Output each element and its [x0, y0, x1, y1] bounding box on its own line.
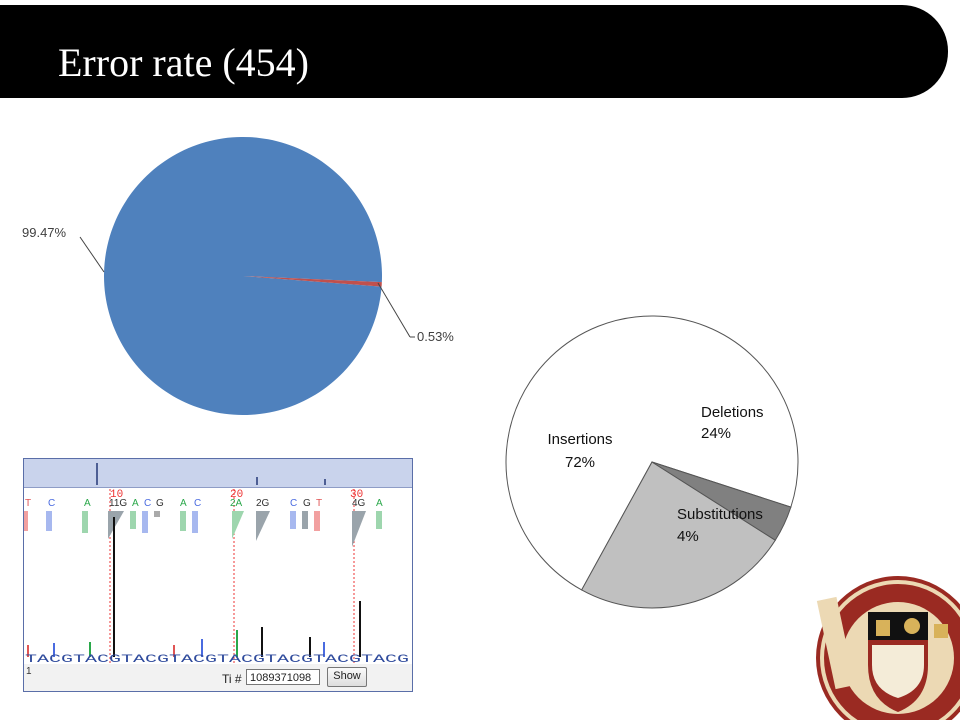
- pie-slice-correct: [104, 136, 383, 415]
- base-call: C: [194, 498, 201, 509]
- base-call: 4G: [352, 498, 366, 509]
- slice-value-substitutions: 4%: [677, 528, 699, 545]
- pie-chart-error-rate: [104, 136, 383, 415]
- slice-label-correct: 99.47%: [22, 225, 67, 240]
- base-call: 11G: [109, 498, 127, 509]
- position-mark-20: 20: [230, 489, 243, 501]
- pie-slice-substitutions: [651, 461, 792, 541]
- ti-label: Ti #: [222, 672, 242, 686]
- title-bar: Error rate (454): [0, 5, 948, 98]
- pie-chart-error-types: [505, 315, 799, 609]
- base-call: T: [316, 498, 322, 509]
- slice-value-deletions: 24%: [701, 425, 731, 442]
- base-call: 2G: [256, 498, 270, 509]
- base-call: C: [144, 498, 151, 509]
- base-call: C: [48, 498, 55, 509]
- base-call: 2A: [230, 498, 243, 509]
- pie-slice-deletions: [580, 461, 776, 609]
- pie-chart-error-rate-labels: 99.47% 0.53%: [22, 225, 454, 344]
- pie-slice-insertions: [505, 315, 799, 591]
- pie-slice-error: [243, 276, 382, 287]
- slide-title: Error rate (454): [58, 40, 309, 85]
- overview-peak: [256, 477, 258, 485]
- overview-peak: [96, 463, 98, 485]
- base-call: C: [290, 498, 297, 509]
- trace-chromatogram: 10 20 30 T C A 11G A C G A C 2A 2G C G T…: [24, 489, 409, 665]
- base-call: G: [303, 498, 311, 509]
- base-call: A: [180, 498, 187, 509]
- base-call: A: [84, 498, 91, 509]
- base-call: T: [25, 498, 31, 509]
- slice-label-error: 0.53%: [417, 329, 454, 344]
- base-call: G: [156, 498, 164, 509]
- trace-overview-bar: [24, 459, 412, 488]
- base-call: A: [376, 498, 383, 509]
- ti-number-input[interactable]: 1089371098: [246, 669, 320, 685]
- trace-footer: 1 Ti # 1089371098 Show: [24, 664, 412, 691]
- slice-name-insertions: Insertions: [547, 431, 612, 448]
- slice-name-deletions: Deletions: [701, 404, 764, 421]
- slice-name-substitutions: Substitutions: [677, 506, 763, 523]
- position-mark-30: 30: [350, 489, 363, 501]
- trace-viewer: 10 20 30 T C A 11G A C G A C 2A 2G C G T…: [23, 458, 413, 692]
- slice-value-insertions: 72%: [565, 454, 595, 471]
- pie-chart-error-types-labels: Insertions 72% Deletions 24% Substitutio…: [547, 404, 763, 545]
- overview-peak: [324, 479, 326, 485]
- trace-index: 1: [26, 666, 32, 677]
- show-button[interactable]: Show: [327, 667, 367, 687]
- base-call: A: [132, 498, 139, 509]
- position-mark-10: 10: [110, 489, 123, 501]
- sequence-text: TACGTACGTACGTACGTACGTACGTACGTACG: [25, 654, 409, 665]
